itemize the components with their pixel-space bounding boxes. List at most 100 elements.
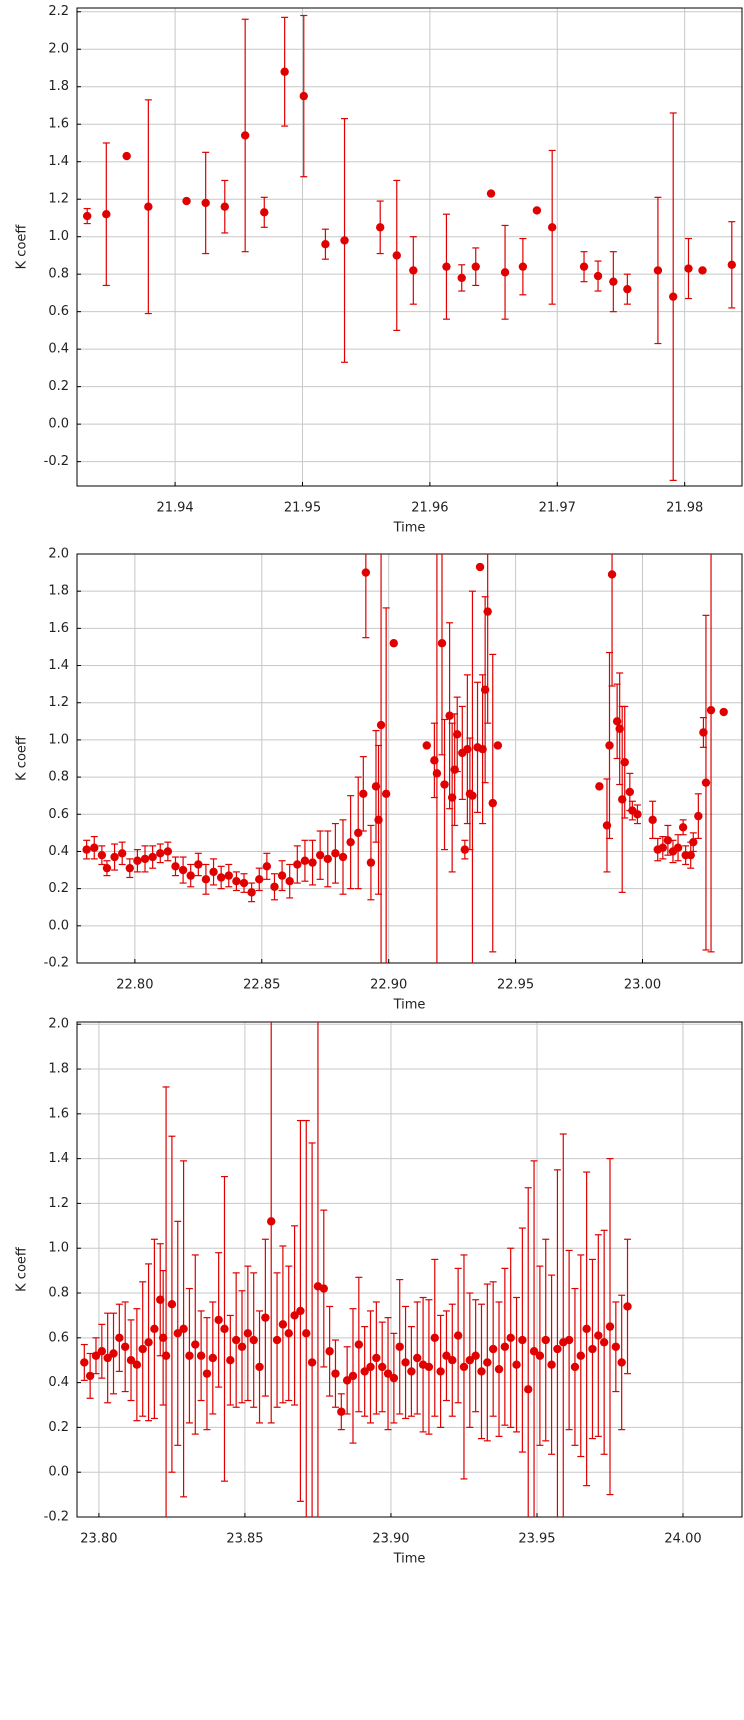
point	[453, 730, 462, 739]
point	[161, 1351, 171, 1360]
y-axis-label: K coeff	[15, 1246, 30, 1292]
point	[220, 1324, 229, 1334]
point	[453, 1331, 463, 1340]
point	[448, 1356, 457, 1365]
point	[110, 852, 119, 862]
point	[156, 1295, 165, 1304]
point	[381, 789, 391, 799]
point	[201, 875, 211, 884]
point	[684, 264, 693, 273]
point	[224, 871, 233, 880]
x-tick-label: 23.85	[226, 1532, 263, 1547]
point	[366, 1362, 375, 1372]
point	[376, 720, 386, 730]
point	[255, 1362, 264, 1372]
point	[132, 1360, 142, 1369]
point	[547, 223, 557, 232]
panel: -0.2 0.0 0.2 0.4 0.6 0.8 1.0 1.2 1.4 1.6 1.8 2.0 2.2…	[15, 4, 743, 536]
point	[407, 1367, 416, 1376]
point	[307, 1358, 317, 1367]
point	[97, 850, 107, 860]
point	[432, 769, 442, 778]
y-axis-label: K coeff	[15, 735, 30, 781]
point	[582, 1324, 591, 1334]
point	[623, 1302, 632, 1311]
point	[594, 1331, 603, 1340]
point	[430, 1333, 439, 1343]
point	[277, 871, 287, 880]
point	[648, 815, 657, 825]
point	[140, 854, 150, 864]
point	[518, 1335, 527, 1345]
point	[308, 858, 317, 867]
y-tick-label: 1.2	[48, 1196, 69, 1211]
y-tick-label: 1.6	[48, 621, 69, 636]
point	[595, 782, 604, 791]
point	[673, 843, 683, 852]
y-tick-label: 0.6	[48, 1330, 69, 1345]
point	[340, 236, 349, 245]
y-tick-label: 2.0	[48, 547, 69, 562]
x-tick-label: 21.95	[284, 501, 321, 516]
point	[133, 856, 142, 865]
y-tick-label: 0.4	[48, 342, 69, 357]
x-axis-label: Time	[393, 521, 426, 536]
point	[486, 189, 496, 198]
point	[518, 262, 528, 271]
x-tick-label: 23.80	[80, 1532, 117, 1547]
point	[82, 845, 91, 854]
point	[337, 1407, 346, 1416]
plot-frame	[76, 553, 743, 964]
point	[459, 1362, 469, 1372]
y-tick-label: 2.0	[48, 1017, 69, 1032]
plot-frame	[76, 7, 743, 487]
data-marks	[80, 1022, 632, 1517]
y-tick-label: 1.4	[48, 1151, 69, 1166]
x-tick-label: 24.00	[664, 1532, 701, 1547]
point	[278, 1320, 288, 1329]
point	[231, 1335, 241, 1345]
plot-frame	[76, 1021, 743, 1518]
point	[178, 865, 188, 875]
point	[494, 1364, 504, 1374]
point	[719, 707, 728, 717]
point	[240, 131, 250, 140]
y-tick-label: -0.2	[44, 956, 69, 971]
point	[122, 151, 131, 161]
point	[117, 849, 127, 858]
point	[457, 273, 466, 283]
point	[553, 1344, 562, 1354]
x-tick-label: 21.94	[156, 501, 193, 516]
y-tick-label: 1.0	[48, 1241, 69, 1256]
point	[706, 705, 716, 715]
point	[653, 266, 663, 275]
point	[593, 271, 603, 281]
y-tick-label: 0.2	[48, 1420, 69, 1435]
point	[689, 837, 698, 847]
point	[383, 1369, 393, 1378]
point	[261, 1313, 270, 1322]
point	[633, 810, 642, 819]
point	[678, 823, 688, 832]
point	[158, 1333, 168, 1343]
x-tick-label: 23.95	[518, 1532, 555, 1547]
point	[323, 854, 332, 864]
point	[442, 262, 451, 271]
point	[97, 1347, 107, 1356]
point	[80, 1358, 89, 1367]
x-tick-label: 21.97	[539, 501, 576, 516]
point	[331, 1369, 340, 1378]
point	[185, 1351, 194, 1360]
point	[524, 1385, 533, 1394]
point	[338, 852, 348, 862]
point	[148, 852, 157, 862]
point	[319, 1284, 328, 1293]
point	[389, 1373, 399, 1383]
point	[529, 1347, 539, 1356]
point	[468, 791, 477, 800]
point	[82, 211, 92, 221]
point	[625, 787, 635, 797]
point	[413, 1353, 422, 1363]
y-tick-label: -0.2	[44, 1510, 69, 1525]
